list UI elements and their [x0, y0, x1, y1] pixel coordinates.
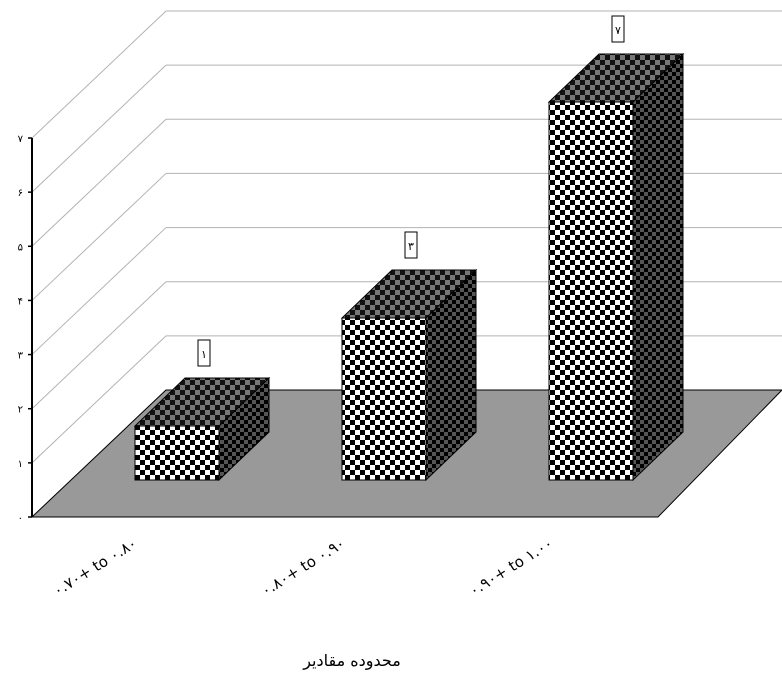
bar-1: [340, 268, 478, 482]
bar-2: [547, 52, 685, 482]
gridline-oblique-6: [31, 64, 167, 193]
y-axis: ۰ ۱ ۲ ۳ ۴ ۵ ۶ ۷: [18, 134, 33, 524]
y-tick-label-6: ۶: [18, 188, 23, 199]
y-tick-label-1: ۱: [18, 459, 23, 470]
data-label-text-1: ۳: [408, 240, 414, 253]
y-tick-label-4: ۴: [18, 296, 23, 307]
y-tick-label-3: ۳: [18, 351, 24, 362]
data-labels: ۱ ۳ ۷: [197, 15, 625, 367]
bar-front-1: [341, 317, 427, 481]
category-labels: ۰.۷۰+ to ۰.۸۰ ۰.۸۰+ to ۰.۹۰ ۰.۹۰+ to ۱.۰۰: [50, 534, 556, 600]
bar-0: [133, 376, 271, 482]
data-label-box-1: [404, 231, 418, 259]
bar-top-1: [340, 269, 478, 319]
data-label-text-2: ۷: [615, 24, 621, 37]
data-label-2: ۷: [611, 15, 625, 43]
gridline-oblique-5: [31, 118, 167, 247]
y-tick-label-5: ۵: [18, 242, 23, 253]
gridline-oblique-7: [31, 10, 167, 139]
data-label-text-0: ۱: [201, 348, 207, 361]
data-label-box-0: [197, 339, 211, 367]
x-axis-label: محدوده مقادیر: [302, 651, 401, 671]
y-tick-label-2: ۲: [18, 405, 23, 416]
bar-front-2: [548, 101, 634, 481]
category-label-2: ۰.۹۰+ to ۱.۰۰: [466, 534, 556, 600]
category-label-0: ۰.۷۰+ to ۰.۸۰: [50, 534, 140, 600]
data-label-box-2: [611, 15, 625, 43]
bar-side-2: [632, 52, 684, 482]
data-label-0: ۱: [197, 339, 211, 367]
y-tick-label-0: ۰: [18, 513, 23, 524]
gridline-oblique-1: [31, 335, 167, 464]
bar-top-0: [133, 377, 271, 427]
data-label-1: ۳: [404, 231, 418, 259]
category-label-1: ۰.۸۰+ to ۰.۹۰: [258, 534, 348, 600]
bar-front-0: [134, 425, 220, 481]
gridline-oblique-4: [31, 173, 167, 301]
bars: [133, 52, 685, 482]
gridline-oblique-2: [31, 281, 167, 410]
y-tick-label-7: ۷: [18, 134, 24, 145]
bar-top-2: [547, 53, 685, 103]
gridline-oblique-3: [31, 227, 167, 355]
